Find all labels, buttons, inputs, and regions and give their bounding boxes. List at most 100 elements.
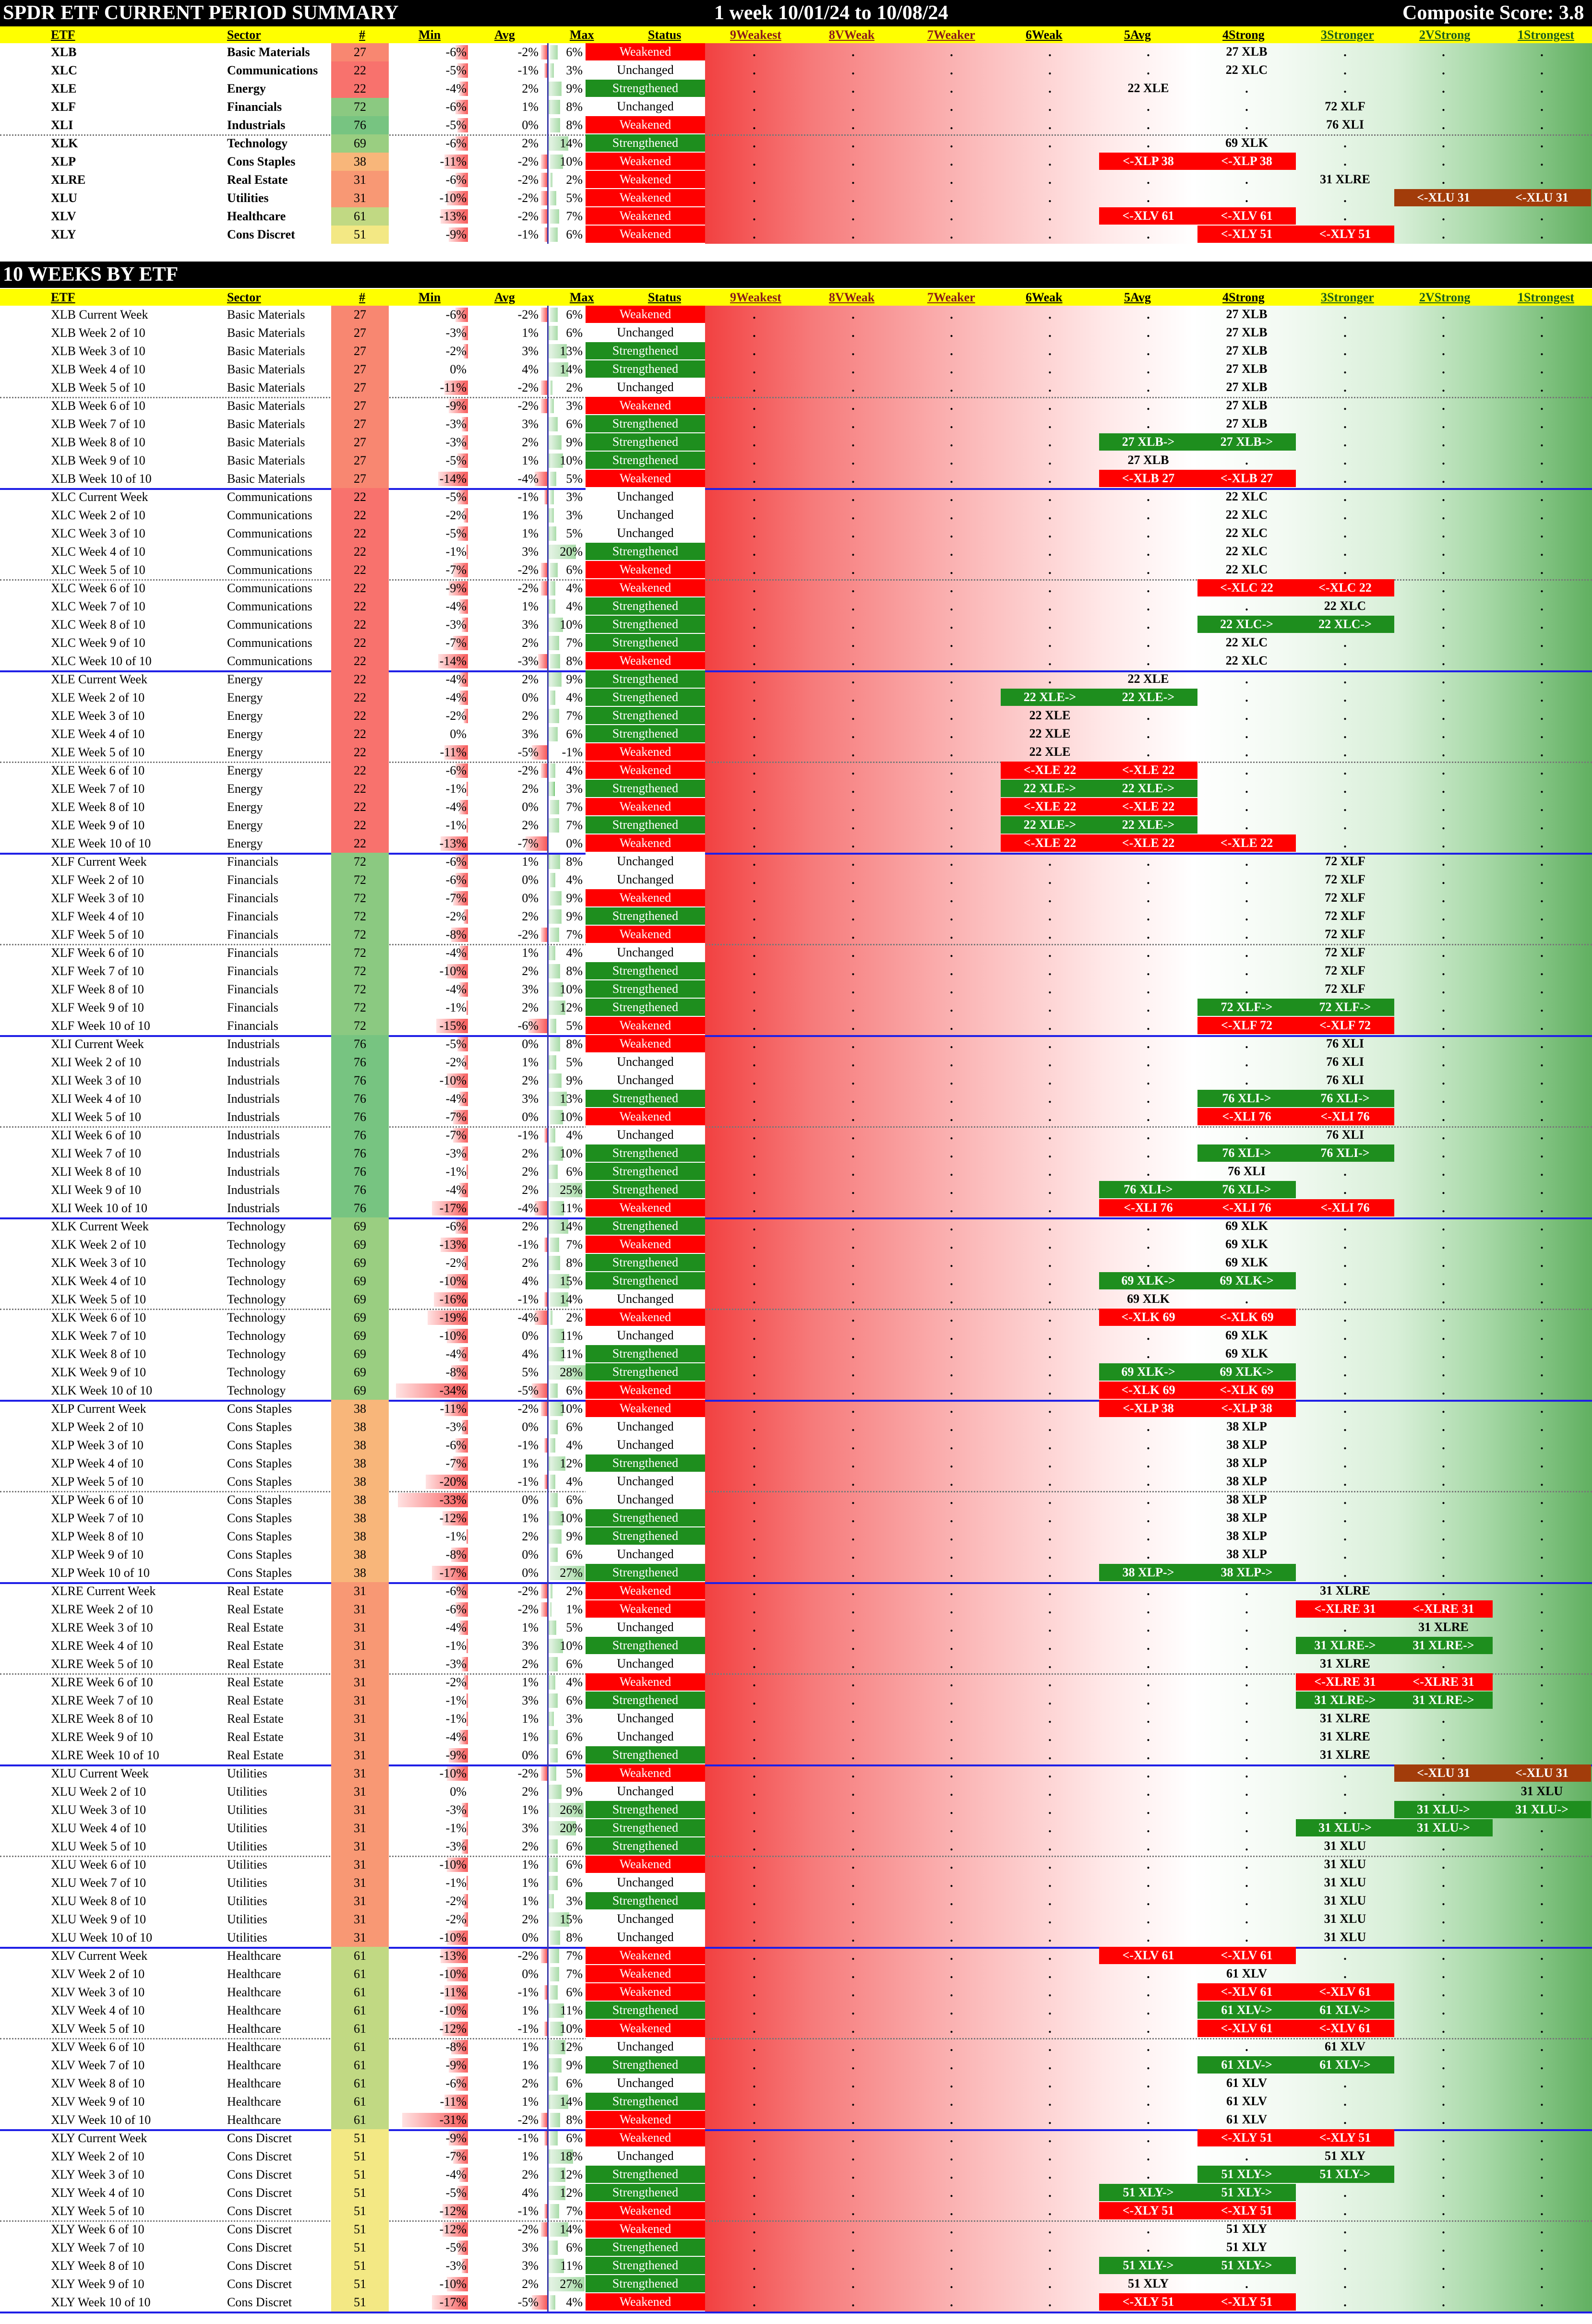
max-value: 6% xyxy=(566,1985,583,1999)
max-value: 6% xyxy=(566,326,583,340)
max-value: 8% xyxy=(566,1931,583,1944)
empty-level-dot: . xyxy=(1147,727,1150,741)
empty-level-dot: . xyxy=(851,1001,855,1014)
etf-label: XLF Week 5 of 10 xyxy=(51,928,144,942)
sector-label: Financials xyxy=(227,946,278,960)
empty-level-dot: . xyxy=(1540,1693,1544,1707)
empty-level-dot: . xyxy=(1442,891,1445,905)
empty-level-dot: . xyxy=(1048,1420,1052,1434)
avg-value: 2% xyxy=(522,1219,539,1233)
empty-level-dot: . xyxy=(1540,946,1544,960)
avg-value: 2% xyxy=(522,818,539,832)
max-value: 4% xyxy=(566,1475,583,1489)
avg-value: 3% xyxy=(522,2241,539,2254)
avg-axis xyxy=(547,207,549,226)
min-value: -3% xyxy=(445,2259,467,2273)
level-marker: 51 XLY-> xyxy=(1099,2257,1197,2274)
empty-level-dot: . xyxy=(1343,1183,1347,1197)
empty-level-dot: . xyxy=(1442,1001,1445,1014)
empty-level-dot: . xyxy=(851,2003,855,2017)
min-bar xyxy=(446,1329,468,1343)
max-bar xyxy=(550,2131,558,2145)
header-level-2: 8VWeak xyxy=(829,28,875,42)
empty-level-dot: . xyxy=(950,1675,953,1689)
empty-level-dot: . xyxy=(753,1949,756,1963)
empty-level-dot: . xyxy=(851,1201,855,1215)
empty-level-dot: . xyxy=(753,63,756,77)
max-bar xyxy=(550,326,558,340)
empty-level-dot: . xyxy=(753,1803,756,1817)
min-bar xyxy=(449,399,468,413)
max-value: 10% xyxy=(560,618,583,632)
empty-level-dot: . xyxy=(1540,1548,1544,1561)
empty-level-dot: . xyxy=(1442,2241,1445,2254)
etf-label: XLI Week 8 of 10 xyxy=(51,1165,142,1179)
min-value: -9% xyxy=(445,2131,467,2145)
empty-level-dot: . xyxy=(1540,909,1544,923)
min-value: -4% xyxy=(445,599,467,613)
max-value: 20% xyxy=(560,545,583,559)
sector-label: Basic Materials xyxy=(227,362,305,376)
empty-level-dot: . xyxy=(1147,1712,1150,1726)
level-marker: 31 XLU-> xyxy=(1394,1801,1493,1818)
empty-level-dot: . xyxy=(851,727,855,741)
max-bar xyxy=(550,1949,559,1963)
score-cell: 22 xyxy=(331,561,389,579)
min-bar xyxy=(428,1311,468,1325)
score-cell: 38 xyxy=(331,1509,389,1527)
empty-level-dot: . xyxy=(950,1949,953,1963)
min-value: -5% xyxy=(445,526,467,540)
empty-level-dot: . xyxy=(851,453,855,467)
avg-bar xyxy=(541,2113,547,2127)
empty-level-dot: . xyxy=(1147,1912,1150,1926)
empty-level-dot: . xyxy=(950,1730,953,1744)
sector-label: Financials xyxy=(227,909,278,923)
empty-level-dot: . xyxy=(1540,1329,1544,1343)
max-bar xyxy=(550,1602,551,1617)
etf-label: XLK Week 10 of 10 xyxy=(51,1383,153,1397)
empty-level-dot: . xyxy=(1245,1128,1248,1142)
empty-level-dot: . xyxy=(1343,2295,1347,2309)
empty-level-dot: . xyxy=(1245,855,1248,869)
avg-value: 2% xyxy=(522,1146,539,1160)
min-bar xyxy=(466,1693,468,1708)
sector-label: Communications xyxy=(227,545,312,559)
status-badge: Unchanged xyxy=(586,324,705,341)
empty-level-dot: . xyxy=(1048,155,1052,168)
avg-value: -2% xyxy=(517,1949,539,1963)
avg-value: -2% xyxy=(517,45,539,59)
avg-value: 1% xyxy=(522,1730,539,1744)
empty-level-dot: . xyxy=(1048,891,1052,905)
empty-level-dot: . xyxy=(1343,191,1347,205)
empty-level-dot: . xyxy=(753,1456,756,1470)
status-badge: Weakened xyxy=(586,743,705,761)
header-level-4: 6Weak xyxy=(1026,290,1063,304)
max-bar xyxy=(550,1383,558,1398)
avg-value: 1% xyxy=(522,508,539,522)
empty-level-dot: . xyxy=(851,191,855,205)
summary-title-bar: SPDR ETF CURRENT PERIOD SUMMARY 1 week 1… xyxy=(0,0,1592,26)
empty-level-dot: . xyxy=(1442,1584,1445,1598)
max-bar xyxy=(550,654,561,668)
sector-label: Basic Materials xyxy=(227,472,305,486)
empty-level-dot: . xyxy=(851,1420,855,1434)
avg-axis xyxy=(547,1363,549,1382)
status-badge: Strengthened xyxy=(586,1819,705,1836)
level-marker: <-XLY 51 xyxy=(1099,2293,1197,2311)
min-value: -11% xyxy=(440,1402,467,1416)
empty-level-dot: . xyxy=(1048,1037,1052,1051)
summary-header-row: ETF Sector # Min Avg Max Status 9Weakest 8VWeak 7… xyxy=(0,26,1592,43)
status-badge: Unchanged xyxy=(586,1783,705,1800)
etf-label: XLE Week 7 of 10 xyxy=(51,782,145,796)
score-cell: 51 xyxy=(331,2202,389,2220)
score-cell: 38 xyxy=(331,153,389,171)
empty-level-dot: . xyxy=(851,1985,855,1999)
empty-level-dot: . xyxy=(1343,2113,1347,2127)
avg-axis xyxy=(547,470,549,488)
empty-level-dot: . xyxy=(950,136,953,150)
empty-level-dot: . xyxy=(1245,173,1248,187)
min-value: -4% xyxy=(445,1621,467,1634)
empty-level-dot: . xyxy=(753,982,756,996)
score-cell: 22 xyxy=(331,725,389,743)
empty-level-dot: . xyxy=(851,1876,855,1890)
